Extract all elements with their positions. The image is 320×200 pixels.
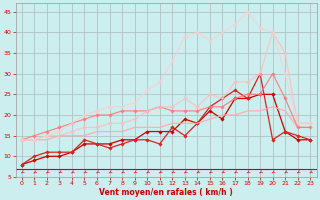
- X-axis label: Vent moyen/en rafales ( km/h ): Vent moyen/en rafales ( km/h ): [99, 188, 233, 197]
